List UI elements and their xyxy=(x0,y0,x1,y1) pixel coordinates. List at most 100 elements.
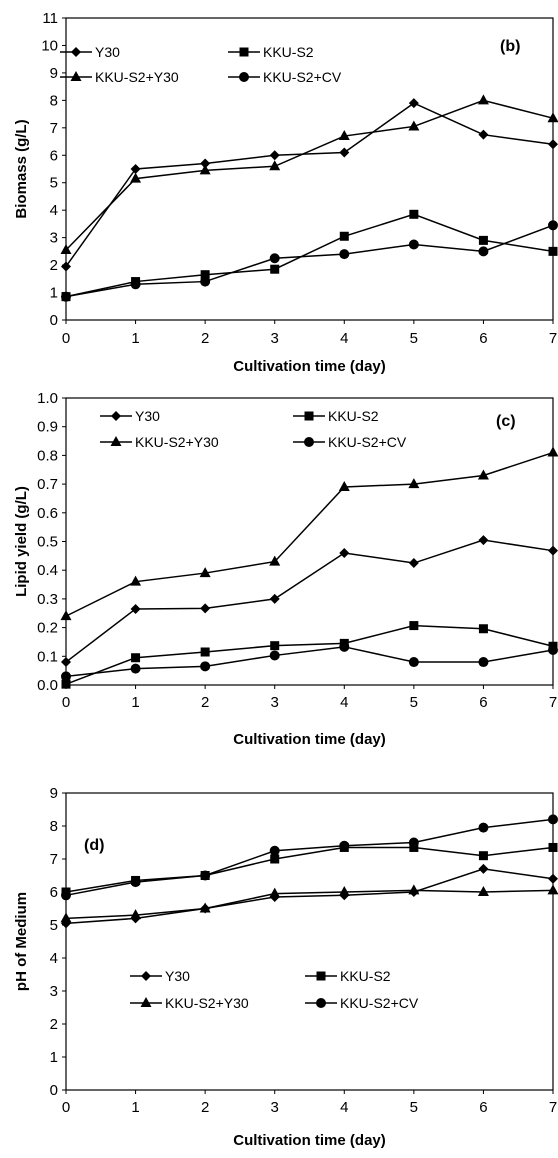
data-point xyxy=(61,890,71,901)
data-point xyxy=(61,671,71,682)
x-tick-label: 1 xyxy=(131,330,139,347)
series-line xyxy=(65,868,554,925)
y-tick-label: 7 xyxy=(50,120,58,137)
data-point xyxy=(478,822,489,833)
data-point xyxy=(61,291,71,302)
x-axis-title: Cultivation time (day) xyxy=(233,358,386,375)
data-point xyxy=(478,863,489,874)
data-point xyxy=(408,558,419,569)
y-tick-label: 0 xyxy=(50,312,58,329)
legend-label: Y30 xyxy=(95,44,120,60)
data-point xyxy=(478,851,488,861)
y-tick-label: 8 xyxy=(50,92,58,109)
x-tick-label: 0 xyxy=(62,330,70,347)
plot-frame xyxy=(65,17,554,321)
series-line xyxy=(65,624,554,685)
series-line xyxy=(65,102,554,267)
data-point xyxy=(61,679,71,689)
data-point xyxy=(548,644,558,655)
x-tick-label: 5 xyxy=(410,694,418,711)
legend-label: KKU-S2 xyxy=(263,44,314,60)
data-point xyxy=(408,884,420,895)
series-KKU-S2+Y30 xyxy=(60,94,558,254)
data-point xyxy=(408,478,420,489)
x-tick-label: 0 xyxy=(62,694,70,711)
data-point xyxy=(338,886,350,896)
y-axis-title: pH of Medium xyxy=(13,892,30,991)
data-point xyxy=(200,647,210,657)
y-tick-label: 0.4 xyxy=(37,562,58,579)
legend-marker xyxy=(239,47,249,57)
y-tick-label: 9 xyxy=(50,65,58,82)
data-point xyxy=(60,912,72,923)
data-point xyxy=(130,877,141,888)
x-tick-label: 7 xyxy=(549,1099,557,1116)
x-tick-label: 3 xyxy=(271,1099,279,1116)
data-point xyxy=(548,842,558,852)
data-point xyxy=(548,873,558,884)
series-line xyxy=(65,539,554,663)
data-point xyxy=(200,270,210,280)
y-axis-title: Biomass (g/L) xyxy=(13,119,30,218)
y-tick-label: 1.0 xyxy=(37,390,58,407)
y-tick-label: 1 xyxy=(50,285,58,302)
data-point xyxy=(408,239,419,250)
legend-label: KKU-S2+CV xyxy=(340,995,419,1011)
x-tick-label: 5 xyxy=(410,1099,418,1116)
data-point xyxy=(130,909,142,920)
data-point xyxy=(199,567,211,578)
series-Y30 xyxy=(61,98,558,272)
x-tick-label: 2 xyxy=(201,330,209,347)
legend-label: KKU-S2+CV xyxy=(328,434,407,450)
data-point xyxy=(478,235,488,245)
data-point xyxy=(269,150,280,161)
y-tick-label: 0.9 xyxy=(37,419,58,436)
chart-panel-3: 0 1 2 3 4 5 6 7 8 9 0 1 2 3 4 5 6 7 Cultivation time (day)… xyxy=(13,785,558,1149)
legend-marker xyxy=(70,71,82,81)
x-tick-label: 2 xyxy=(201,1099,209,1116)
legend-label: KKU-S2+Y30 xyxy=(165,995,249,1011)
legend-label: KKU-S2+Y30 xyxy=(135,434,219,450)
data-point xyxy=(61,657,71,668)
data-point xyxy=(270,854,280,864)
data-point xyxy=(269,593,280,604)
y-tick-label: 0.6 xyxy=(37,505,58,522)
series-line xyxy=(65,646,554,678)
x-tick-label: 1 xyxy=(131,694,139,711)
data-point xyxy=(478,657,489,668)
y-tick-label: 0 xyxy=(50,1082,58,1099)
data-point xyxy=(409,621,419,631)
series-line xyxy=(65,818,554,897)
series-KKU-S2+Y30 xyxy=(60,884,558,923)
y-tick-label: 0.7 xyxy=(37,476,58,493)
data-point xyxy=(477,886,489,896)
data-point xyxy=(199,902,211,913)
data-point xyxy=(339,231,349,241)
series-KKU-S2+Y30 xyxy=(60,446,558,621)
x-tick-label: 6 xyxy=(479,330,487,347)
data-point xyxy=(547,446,558,457)
data-point xyxy=(130,279,141,290)
y-tick-label: 5 xyxy=(50,917,58,934)
x-tick-label: 5 xyxy=(410,330,418,347)
series-line xyxy=(65,846,554,893)
data-point xyxy=(548,220,558,231)
data-point xyxy=(548,246,558,256)
legend-marker xyxy=(316,971,326,981)
legend: Y30 KKU-S2 KKU-S2+Y30 KKU-S2+CV xyxy=(130,968,419,1011)
data-point xyxy=(478,624,488,634)
y-tick-label: 7 xyxy=(50,851,58,868)
legend-label: Y30 xyxy=(165,968,190,984)
plot-frame xyxy=(65,792,554,1091)
legend-label: KKU-S2 xyxy=(328,408,379,424)
x-tick-label: 4 xyxy=(340,694,348,711)
x-tick-label: 6 xyxy=(479,694,487,711)
data-point xyxy=(408,837,419,848)
y-tick-label: 2 xyxy=(50,1016,58,1033)
legend: Y30 KKU-S2 KKU-S2+Y30 KKU-S2+CV xyxy=(60,44,342,85)
series-line xyxy=(65,224,554,298)
legend-marker xyxy=(304,437,314,447)
y-tick-label: 1 xyxy=(50,1049,58,1066)
y-tick-label: 4 xyxy=(50,950,58,967)
